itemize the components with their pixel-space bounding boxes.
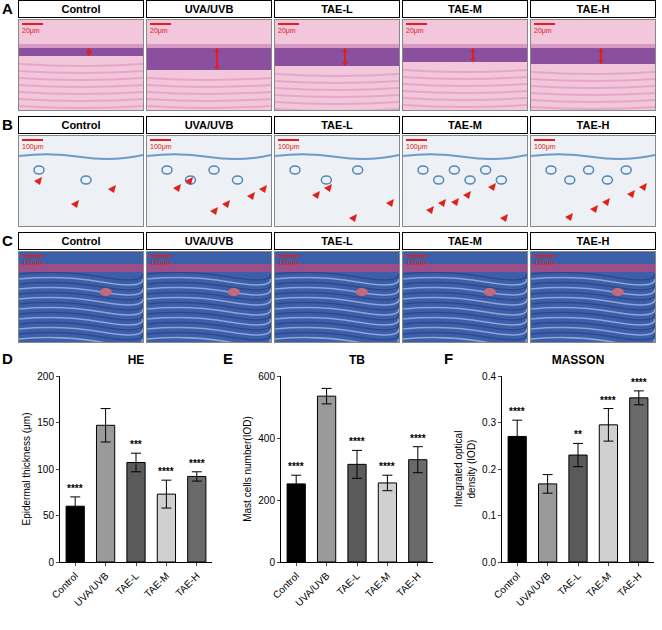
- svg-text:100μm: 100μm: [534, 143, 556, 151]
- svg-text:100μm: 100μm: [22, 259, 44, 267]
- html-text:E: E: [223, 350, 233, 367]
- svg-text:200: 200: [37, 371, 54, 382]
- svg-text:0.4: 0.4: [482, 371, 496, 382]
- svg-text:Mast cells number(IOD): Mast cells number(IOD): [242, 416, 253, 522]
- svg-text:0: 0: [48, 557, 54, 568]
- svg-text:MASSON: MASSON: [552, 353, 605, 367]
- svg-text:Integrated opticaldensity (IOD: Integrated opticaldensity (IOD): [453, 431, 477, 508]
- svg-text:20μm: 20μm: [534, 27, 552, 35]
- svg-text:100μm: 100μm: [278, 143, 300, 151]
- svg-text:TAE-H: TAE-H: [615, 570, 643, 598]
- svg-text:20μm: 20μm: [22, 27, 40, 35]
- svg-text:****: ****: [189, 458, 205, 469]
- svg-text:TAE-H: TAE-H: [394, 570, 422, 598]
- svg-text:TAE-L: TAE-L: [114, 570, 142, 598]
- svg-text:100μm: 100μm: [278, 259, 300, 267]
- svg-text:TAE-M: TAE-M: [363, 570, 392, 599]
- svg-text:Control: Control: [271, 570, 302, 601]
- html-text:TAE-M: TAE-M: [448, 119, 482, 131]
- svg-text:UVA/UVB: UVA/UVB: [293, 570, 332, 609]
- svg-text:0.0: 0.0: [482, 557, 496, 568]
- svg-text:20μm: 20μm: [406, 27, 424, 35]
- svg-text:100μm: 100μm: [406, 143, 428, 151]
- svg-text:50: 50: [43, 510, 55, 521]
- svg-text:TAE-M: TAE-M: [142, 570, 171, 599]
- svg-text:100μm: 100μm: [534, 259, 556, 267]
- svg-text:**: **: [574, 429, 582, 440]
- svg-text:100μm: 100μm: [406, 259, 428, 267]
- svg-text:20μm: 20μm: [278, 27, 296, 35]
- html-text:TAE-H: TAE-H: [576, 235, 610, 247]
- svg-text:TAE-M: TAE-M: [584, 570, 613, 599]
- html-text:TAE-L: TAE-L: [321, 119, 353, 131]
- svg-text:****: ****: [349, 436, 365, 447]
- svg-text:****: ****: [410, 433, 426, 444]
- svg-text:****: ****: [67, 483, 83, 494]
- html-text:A: A: [2, 0, 13, 17]
- html-text:C: C: [2, 232, 13, 249]
- html-text:UVA/UVB: UVA/UVB: [184, 3, 234, 15]
- svg-text:100: 100: [37, 464, 54, 475]
- svg-text:TAE-L: TAE-L: [335, 570, 363, 598]
- svg-text:Control: Control: [50, 570, 81, 601]
- svg-text:****: ****: [158, 466, 174, 477]
- svg-text:TAE-L: TAE-L: [556, 570, 584, 598]
- svg-text:TAE-H: TAE-H: [173, 570, 201, 598]
- html-text:Control: Control: [61, 235, 101, 247]
- svg-text:HE: HE: [128, 353, 145, 367]
- svg-text:0.1: 0.1: [482, 510, 496, 521]
- html-text:TAE-L: TAE-L: [321, 3, 353, 15]
- svg-text:****: ****: [600, 395, 616, 406]
- html-text:B: B: [2, 116, 13, 133]
- html-text:TAE-M: TAE-M: [448, 3, 482, 15]
- svg-text:100μm: 100μm: [22, 143, 44, 151]
- svg-text:****: ****: [288, 461, 304, 472]
- svg-text:0.2: 0.2: [482, 464, 496, 475]
- svg-text:****: ****: [509, 406, 525, 417]
- svg-text:400: 400: [258, 433, 275, 444]
- svg-text:****: ****: [379, 461, 395, 472]
- html-text:Control: Control: [61, 3, 101, 15]
- svg-text:100μm: 100μm: [150, 143, 172, 151]
- svg-text:600: 600: [258, 371, 275, 382]
- html-text:TAE-M: TAE-M: [448, 235, 482, 247]
- svg-text:Control: Control: [492, 570, 523, 601]
- html-text:Control: Control: [61, 119, 101, 131]
- svg-text:UVA/UVB: UVA/UVB: [72, 570, 111, 609]
- html-text:TAE-L: TAE-L: [321, 235, 353, 247]
- svg-text:Epidermal thickness (μm): Epidermal thickness (μm): [21, 412, 32, 525]
- html-text:D: D: [2, 350, 13, 367]
- svg-text:UVA/UVB: UVA/UVB: [514, 570, 553, 609]
- svg-text:20μm: 20μm: [150, 27, 168, 35]
- svg-text:200: 200: [258, 495, 275, 506]
- svg-text:0.3: 0.3: [482, 417, 496, 428]
- svg-text:****: ****: [631, 377, 647, 388]
- svg-text:TB: TB: [349, 353, 365, 367]
- html-text:TAE-H: TAE-H: [576, 3, 610, 15]
- svg-text:100μm: 100μm: [150, 259, 172, 267]
- html-text:UVA/UVB: UVA/UVB: [184, 119, 234, 131]
- svg-text:150: 150: [37, 417, 54, 428]
- html-text:UVA/UVB: UVA/UVB: [184, 235, 234, 247]
- svg-text:0: 0: [269, 557, 275, 568]
- html-text:F: F: [444, 350, 454, 367]
- svg-text:***: ***: [130, 439, 142, 450]
- html-text:TAE-H: TAE-H: [576, 119, 610, 131]
